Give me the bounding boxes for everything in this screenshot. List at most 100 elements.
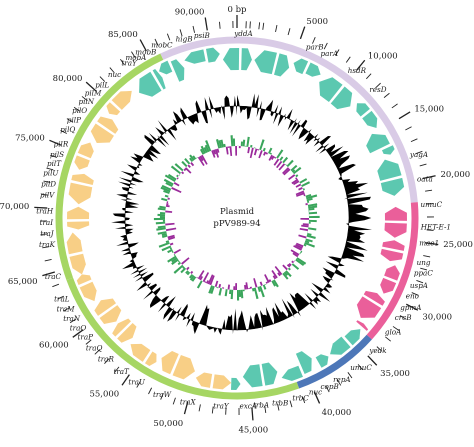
gene-arrow (79, 281, 97, 302)
gene-label: yagA (409, 150, 428, 159)
gc-skew-positive-bar (159, 205, 166, 209)
gc-skew-positive-bar (262, 147, 266, 152)
gene-label: umuC (421, 200, 443, 209)
position-label: 35,000 (380, 369, 410, 379)
gc-skew-negative-bar (176, 177, 179, 180)
gc-skew-negative-bar (276, 160, 283, 169)
gc-skew-negative-bar (295, 242, 304, 248)
gene-label: traW (153, 390, 172, 399)
gene-label: pilR (54, 140, 69, 149)
gc-skew-positive-bar (199, 148, 205, 155)
gc-skew-positive-bar (162, 234, 168, 238)
minor-tick (81, 96, 88, 102)
gene-arrow (380, 177, 405, 196)
gc-skew-positive-bar (244, 145, 247, 147)
gene-arrow (382, 240, 405, 251)
gene-arrow (222, 48, 240, 71)
gc-skew-positive-bar (230, 135, 234, 147)
gc-skew-positive-bar (218, 288, 223, 296)
gc-skew-negative-bar (291, 260, 295, 264)
minor-tick (46, 167, 54, 171)
gc-skew-negative-bar (169, 242, 174, 246)
gene-arrow (356, 320, 369, 331)
gc-skew-positive-bar (242, 139, 246, 147)
gene-arrow (172, 354, 195, 380)
gc-skew-negative-bar (204, 281, 207, 283)
gc-skew-negative-bar (233, 286, 236, 290)
gene-arrow-outer (281, 365, 303, 382)
gene-label: traY (121, 59, 138, 68)
gc-skew-negative-bar (257, 148, 260, 151)
gc-skew-negative-bar (271, 270, 278, 279)
gc-skew-positive-bar (287, 267, 291, 271)
minor-tick (425, 189, 433, 192)
gc-skew-negative-bar (207, 274, 214, 285)
gc-skew-positive-bar (262, 284, 267, 290)
gc-skew-positive-bar (232, 138, 236, 147)
gc-skew-negative-bar (274, 266, 283, 276)
gc-skew-negative-bar (288, 174, 296, 181)
gc-skew-positive-bar (170, 165, 182, 175)
gc-content-track (111, 93, 372, 335)
gc-skew-negative-bar (171, 187, 182, 193)
gene-label: crcB (395, 313, 412, 322)
minor-tick (192, 25, 196, 33)
gc-skew-positive-bar (171, 258, 179, 265)
gc-skew-negative-bar (181, 257, 190, 265)
gc-skew-negative-bar (301, 224, 309, 228)
gc-skew-positive-bar (308, 227, 317, 231)
minor-tick (345, 56, 351, 63)
gc-skew-positive-bar (165, 181, 173, 187)
gene-label: nuc (108, 70, 121, 79)
gc-skew-negative-bar (227, 146, 230, 148)
gc-skew-positive-bar (159, 215, 166, 218)
major-tick (405, 303, 419, 311)
gene-arrow (384, 222, 407, 238)
minor-tick (376, 346, 383, 352)
gene-arrow (330, 336, 351, 355)
major-tick (121, 374, 130, 386)
gene-label: repA (333, 375, 350, 384)
scale-ticks (34, 15, 439, 421)
position-label: 85,000 (108, 30, 138, 40)
position-label: 45,000 (238, 425, 268, 435)
gene-label: traR (98, 355, 115, 364)
gene-arrow (111, 90, 132, 110)
gene-label: pilM (85, 89, 102, 98)
gc-skew-positive-bar (182, 266, 185, 269)
gc-skew-positive-bar (157, 213, 166, 217)
gc-skew-positive-bar (186, 271, 191, 276)
annotation-ring (55, 36, 419, 400)
minor-tick (419, 163, 427, 167)
minor-tick (57, 295, 65, 300)
gc-skew-negative-bar (166, 203, 169, 206)
gene-arrow-outer (362, 110, 378, 129)
minor-tick (312, 37, 316, 44)
gc-skew-negative-bar (227, 284, 230, 290)
gene-label: pilS (50, 150, 64, 159)
gene-label: traU (128, 377, 146, 386)
gene-arrow (90, 123, 114, 144)
gc-skew-positive-bar (167, 249, 173, 254)
minor-tick (94, 349, 101, 355)
ring-segment-replication (296, 334, 372, 389)
gc-skew-positive-bar (220, 139, 224, 148)
position-label: 5000 (306, 17, 328, 27)
gc-skew-positive-bar (307, 231, 309, 234)
gene-arrow-outer (381, 145, 395, 155)
gc-skew-positive-bar (189, 273, 194, 279)
minor-tick (426, 203, 434, 205)
gc-skew-positive-bar (165, 240, 170, 244)
gene-arrow (356, 296, 382, 318)
gene-label: psiB (194, 31, 210, 40)
gene-arrow (261, 362, 278, 386)
gc-skew-negative-bar (165, 204, 170, 208)
gc-skew-negative-bar (167, 236, 176, 241)
gc-skew-negative-bar (181, 171, 185, 175)
gene-label: parA (321, 49, 339, 58)
gene-label: traC (45, 272, 62, 281)
gc-skew-positive-bar (304, 240, 310, 244)
gc-skew-positive-bar (292, 166, 302, 175)
gc-skew-negative-bar (293, 245, 302, 251)
gc-skew-positive-bar (164, 174, 176, 182)
